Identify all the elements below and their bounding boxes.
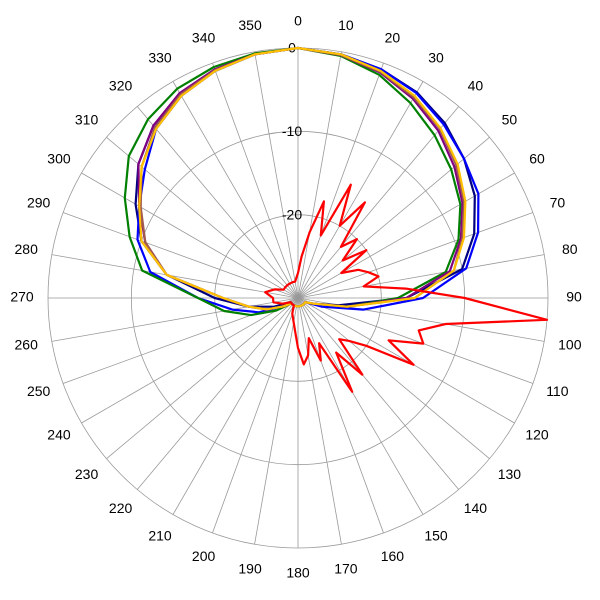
spoke bbox=[297, 297, 460, 490]
angle-label: 220 bbox=[109, 500, 133, 516]
spoke bbox=[297, 297, 342, 545]
angle-label: 310 bbox=[75, 111, 99, 127]
spoke bbox=[297, 297, 490, 460]
angle-label: 200 bbox=[192, 548, 216, 564]
spoke bbox=[297, 254, 545, 299]
spoke bbox=[297, 62, 384, 299]
spoke bbox=[81, 172, 299, 299]
angle-label: 50 bbox=[502, 111, 518, 127]
spoke bbox=[297, 297, 534, 384]
angle-label: 40 bbox=[468, 77, 484, 93]
spoke bbox=[297, 212, 534, 299]
angle-label: 160 bbox=[381, 548, 405, 564]
spoke bbox=[297, 297, 384, 534]
series-line bbox=[138, 46, 467, 311]
angle-label: 140 bbox=[464, 500, 488, 516]
angle-label: 20 bbox=[385, 29, 401, 45]
angle-label: 130 bbox=[498, 466, 522, 482]
angle-label: 290 bbox=[27, 194, 51, 210]
angle-label: 190 bbox=[238, 561, 262, 577]
spoke bbox=[62, 212, 299, 299]
angle-label: 100 bbox=[558, 337, 582, 353]
angle-label: 270 bbox=[10, 289, 34, 305]
spoke bbox=[254, 51, 299, 299]
angle-label: 120 bbox=[525, 427, 549, 443]
spoke bbox=[297, 106, 460, 299]
spoke bbox=[136, 106, 299, 299]
angle-label: 280 bbox=[15, 241, 39, 257]
spoke bbox=[51, 297, 299, 342]
angle-label: 0 bbox=[294, 13, 302, 29]
spoke bbox=[51, 254, 299, 299]
radial-label: -10 bbox=[282, 123, 302, 139]
series-line bbox=[264, 183, 549, 393]
angle-label: 340 bbox=[192, 29, 216, 45]
angle-label: 60 bbox=[529, 151, 545, 167]
spoke bbox=[172, 297, 299, 515]
spoke bbox=[254, 297, 299, 545]
angle-label: 300 bbox=[47, 151, 71, 167]
angle-label: 230 bbox=[75, 466, 99, 482]
angle-label: 150 bbox=[424, 528, 448, 544]
spoke bbox=[136, 297, 299, 490]
angle-label: 240 bbox=[47, 427, 71, 443]
angle-label: 70 bbox=[550, 194, 566, 210]
spoke bbox=[106, 297, 299, 460]
angle-label: 210 bbox=[148, 528, 172, 544]
angle-label: 30 bbox=[428, 50, 444, 66]
spoke bbox=[172, 81, 299, 299]
spoke bbox=[297, 297, 515, 424]
spoke bbox=[297, 51, 342, 299]
series-line bbox=[134, 46, 476, 308]
angle-label: 110 bbox=[546, 383, 569, 399]
spoke bbox=[212, 62, 299, 299]
angle-label: 10 bbox=[338, 17, 354, 33]
angle-label: 260 bbox=[15, 337, 39, 353]
radial-label: -20 bbox=[282, 206, 302, 222]
spoke bbox=[297, 81, 424, 299]
angle-label: 350 bbox=[238, 17, 262, 33]
angle-label: 330 bbox=[148, 50, 172, 66]
angle-label: 90 bbox=[566, 289, 582, 305]
angle-label: 320 bbox=[109, 77, 133, 93]
spoke bbox=[212, 297, 299, 534]
angle-label: 250 bbox=[27, 383, 51, 399]
spoke bbox=[81, 297, 299, 424]
angle-label: 180 bbox=[286, 565, 310, 581]
angle-label: 170 bbox=[334, 561, 358, 577]
angle-label: 80 bbox=[562, 241, 578, 257]
series-line bbox=[139, 46, 466, 311]
spoke bbox=[297, 297, 424, 515]
